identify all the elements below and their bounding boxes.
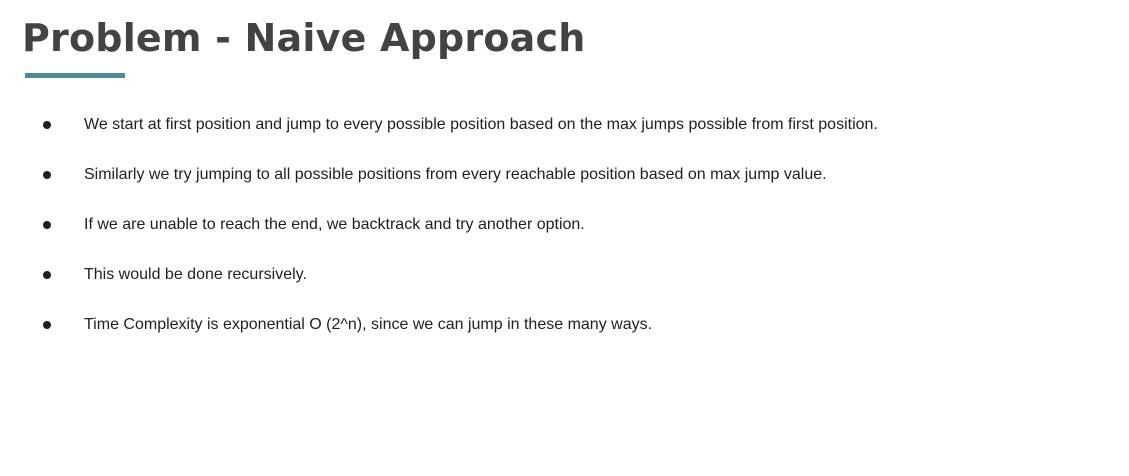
bullet-text: Similarly we try jumping to all possible… xyxy=(84,166,827,183)
bullet-item: This would be done recursively. xyxy=(40,262,1100,312)
bullet-icon xyxy=(43,121,51,129)
bullet-text: We start at first position and jump to e… xyxy=(84,116,878,133)
slide-title: Problem - Naive Approach xyxy=(22,16,586,60)
title-underline xyxy=(25,73,125,78)
bullet-item: Time Complexity is exponential O (2^n), … xyxy=(40,312,1100,362)
bullet-item: If we are unable to reach the end, we ba… xyxy=(40,212,1100,262)
bullet-icon xyxy=(43,221,51,229)
bullet-text: This would be done recursively. xyxy=(84,266,307,283)
bullet-list: We start at first position and jump to e… xyxy=(40,112,1100,362)
bullet-item: Similarly we try jumping to all possible… xyxy=(40,162,1100,212)
bullet-item: We start at first position and jump to e… xyxy=(40,112,1100,162)
bullet-icon xyxy=(43,171,51,179)
bullet-icon xyxy=(43,321,51,329)
bullet-text: Time Complexity is exponential O (2^n), … xyxy=(84,316,653,333)
bullet-text: If we are unable to reach the end, we ba… xyxy=(84,216,585,233)
bullet-icon xyxy=(43,271,51,279)
